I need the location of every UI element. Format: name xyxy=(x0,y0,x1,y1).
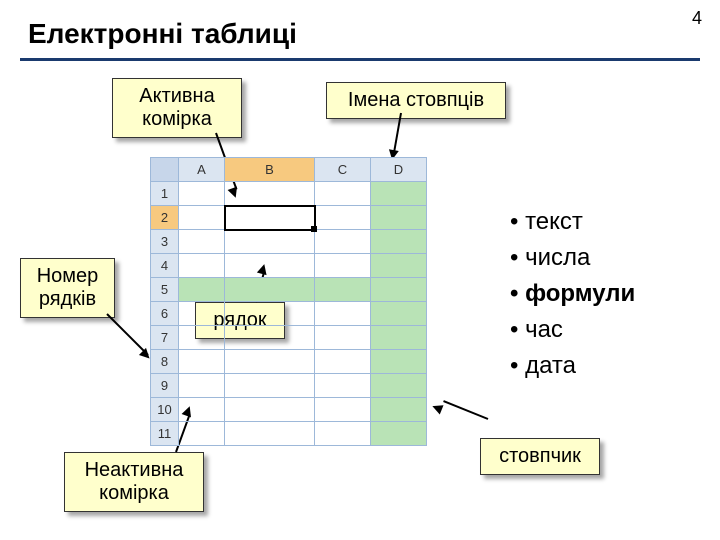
row-header: 6 xyxy=(151,302,179,326)
col-header-C: C xyxy=(315,158,371,182)
callout-column-names: Імена стовпців xyxy=(326,82,506,119)
row-header: 1 xyxy=(151,182,179,206)
row-header: 4 xyxy=(151,254,179,278)
table-row: 10 xyxy=(151,398,427,422)
row-header: 5 xyxy=(151,278,179,302)
pointer-column xyxy=(443,400,488,420)
list-item: текст xyxy=(510,204,635,240)
page-title: Електронні таблиці xyxy=(28,18,297,50)
list-item: формули xyxy=(510,276,635,312)
table-row: 4 xyxy=(151,254,427,278)
table-row: 11 xyxy=(151,422,427,446)
arrowhead-column xyxy=(430,401,443,414)
row-header: 3 xyxy=(151,230,179,254)
col-header-D: D xyxy=(371,158,427,182)
table-row: 8 xyxy=(151,350,427,374)
list-item: дата xyxy=(510,348,635,384)
table-row: 1 xyxy=(151,182,427,206)
callout-column: стовпчик xyxy=(480,438,600,475)
row-header: 10 xyxy=(151,398,179,422)
callout-row-numbers: Номеррядків xyxy=(20,258,115,318)
row-header: 2 xyxy=(151,206,179,230)
title-underline xyxy=(20,58,700,61)
data-types-list: текст числа формули час дата xyxy=(470,204,635,384)
row-header: 9 xyxy=(151,374,179,398)
pointer-row-numbers xyxy=(106,313,148,355)
table-row: 6 xyxy=(151,302,427,326)
table-row: 7 xyxy=(151,326,427,350)
spreadsheet-grid: A B C D 1 2 3 4 5 6 7 8 9 10 11 xyxy=(150,157,427,446)
callout-inactive-cell: Неактивнакомірка xyxy=(64,452,204,512)
page-number: 4 xyxy=(692,8,702,29)
row-header: 7 xyxy=(151,326,179,350)
active-cell xyxy=(225,206,315,230)
col-header-A: A xyxy=(179,158,225,182)
callout-active-cell: Активнакомірка xyxy=(112,78,242,138)
table-row: 9 xyxy=(151,374,427,398)
pointer-column-names xyxy=(393,113,402,155)
grid-corner xyxy=(151,158,179,182)
table-row: 2 xyxy=(151,206,427,230)
table-row: 3 xyxy=(151,230,427,254)
col-header-B: B xyxy=(225,158,315,182)
list-item: час xyxy=(510,312,635,348)
row-header: 11 xyxy=(151,422,179,446)
list-item: числа xyxy=(510,240,635,276)
grid-header-row: A B C D xyxy=(151,158,427,182)
table-row: 5 xyxy=(151,278,427,302)
row-header: 8 xyxy=(151,350,179,374)
